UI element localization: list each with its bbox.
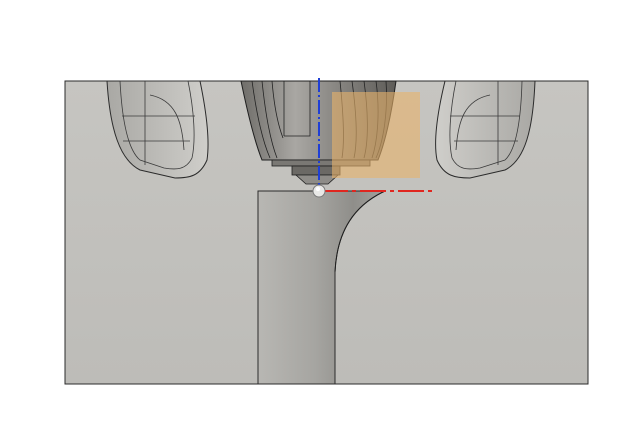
origin-point-icon[interactable] — [312, 184, 326, 198]
right-pocket-feature[interactable] — [435, 80, 536, 179]
left-pocket-feature[interactable] — [106, 80, 209, 179]
selection-plane[interactable] — [332, 92, 420, 178]
stem-with-fillet[interactable] — [257, 190, 386, 385]
